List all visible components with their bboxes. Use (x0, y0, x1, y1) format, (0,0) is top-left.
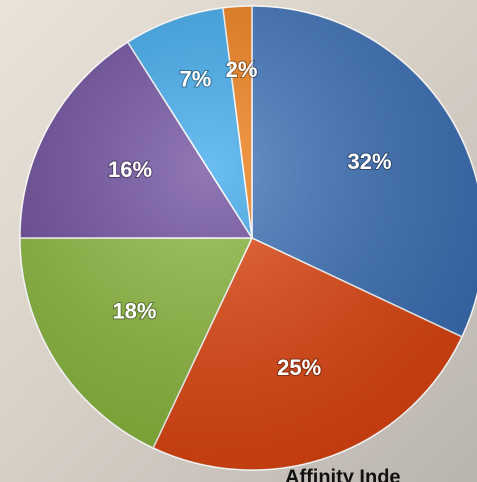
chart-title: Affinity Inde (285, 466, 401, 482)
labels: 32% 25% 18% 16% 7% 2% (107, 56, 393, 381)
data-label: 18% (112, 298, 156, 323)
data-label: 7% (180, 67, 212, 92)
data-label: 16% (108, 157, 152, 182)
data-label: 2% (226, 57, 258, 82)
data-label: 32% (348, 149, 392, 174)
data-label: 25% (277, 355, 321, 380)
